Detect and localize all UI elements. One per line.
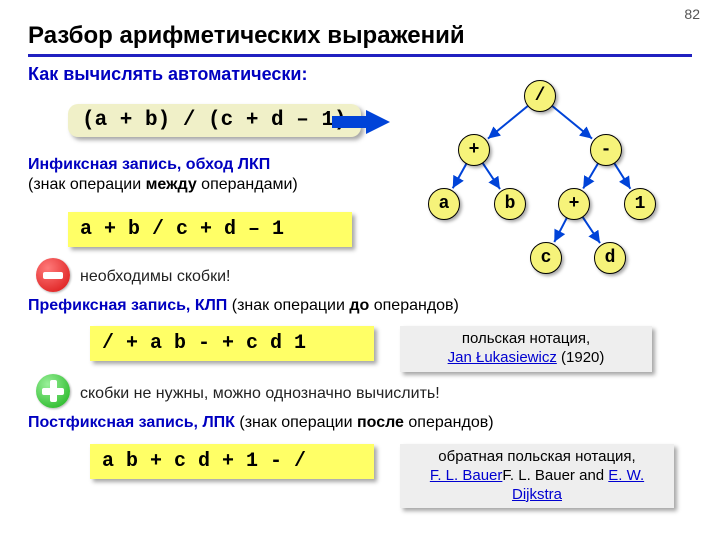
prefix-info-link[interactable]: Jan Łukasiewicz xyxy=(448,349,557,366)
infix-heading-before: (знак операции xyxy=(28,176,146,193)
postfix-heading-before: (знак операции xyxy=(235,414,357,431)
infix-heading-after: операндами) xyxy=(197,176,298,193)
minus-icon xyxy=(36,258,70,292)
page-title: Разбор арифметических выражений xyxy=(28,22,465,50)
tree-node-minus: - xyxy=(590,134,622,166)
postfix-info-line1: обратная польская нотация, xyxy=(438,448,635,465)
title-underline xyxy=(28,54,692,57)
main-expression: (a + b) / (c + d – 1) xyxy=(68,104,361,137)
postfix-heading-bold: Постфиксная запись, ЛПК xyxy=(28,414,235,431)
infix-heading-mid: между xyxy=(146,176,197,193)
expression-tree: /+-ab+1cd xyxy=(398,72,688,282)
prefix-heading-mid: до xyxy=(349,297,369,314)
prefix-expression: / + a b - + c d 1 xyxy=(90,326,374,361)
postfix-heading-mid: после xyxy=(357,414,404,431)
postfix-heading-after: операндов) xyxy=(404,414,494,431)
prefix-heading-bold: Префиксная запись, КЛП xyxy=(28,297,227,314)
arrow-right-icon xyxy=(332,108,392,141)
prefix-heading-after: операндов) xyxy=(369,297,459,314)
infix-expression: a + b / c + d – 1 xyxy=(68,212,352,247)
postfix-info-mid: F. L. Bauer and xyxy=(502,467,608,484)
tree-node-a: a xyxy=(428,188,460,220)
infix-note: необходимы скобки! xyxy=(80,268,230,286)
prefix-note: скобки не нужны, можно однозначно вычисл… xyxy=(80,385,440,403)
prefix-info-line1: польская нотация, xyxy=(462,330,590,347)
prefix-info-box: польская нотация, Jan Łukasiewicz (1920) xyxy=(400,326,652,372)
prefix-heading-before: (знак операции xyxy=(227,297,349,314)
postfix-info-link1[interactable]: F. L. Bauer xyxy=(430,467,503,484)
postfix-expression: a b + c d + 1 - / xyxy=(90,444,374,479)
infix-heading-bold: Инфиксная запись, обход ЛКП xyxy=(28,156,270,173)
tree-node-b: b xyxy=(494,188,526,220)
postfix-heading: Постфиксная запись, ЛПК (знак операции п… xyxy=(28,413,692,433)
tree-node-d: d xyxy=(594,242,626,274)
postfix-info-box: обратная польская нотация, F. L. BauerF.… xyxy=(400,444,674,508)
infix-heading: Инфиксная запись, обход ЛКП (знак операц… xyxy=(28,155,378,195)
tree-node-plus2: + xyxy=(558,188,590,220)
prefix-info-after: (1920) xyxy=(557,349,605,366)
tree-node-div: / xyxy=(524,80,556,112)
tree-node-c: c xyxy=(530,242,562,274)
subtitle: Как вычислять автоматически: xyxy=(28,64,307,85)
page-number: 82 xyxy=(684,6,700,22)
prefix-heading: Префиксная запись, КЛП (знак операции до… xyxy=(28,296,692,316)
tree-node-plus1: + xyxy=(458,134,490,166)
plus-icon xyxy=(36,374,70,408)
tree-node-one: 1 xyxy=(624,188,656,220)
